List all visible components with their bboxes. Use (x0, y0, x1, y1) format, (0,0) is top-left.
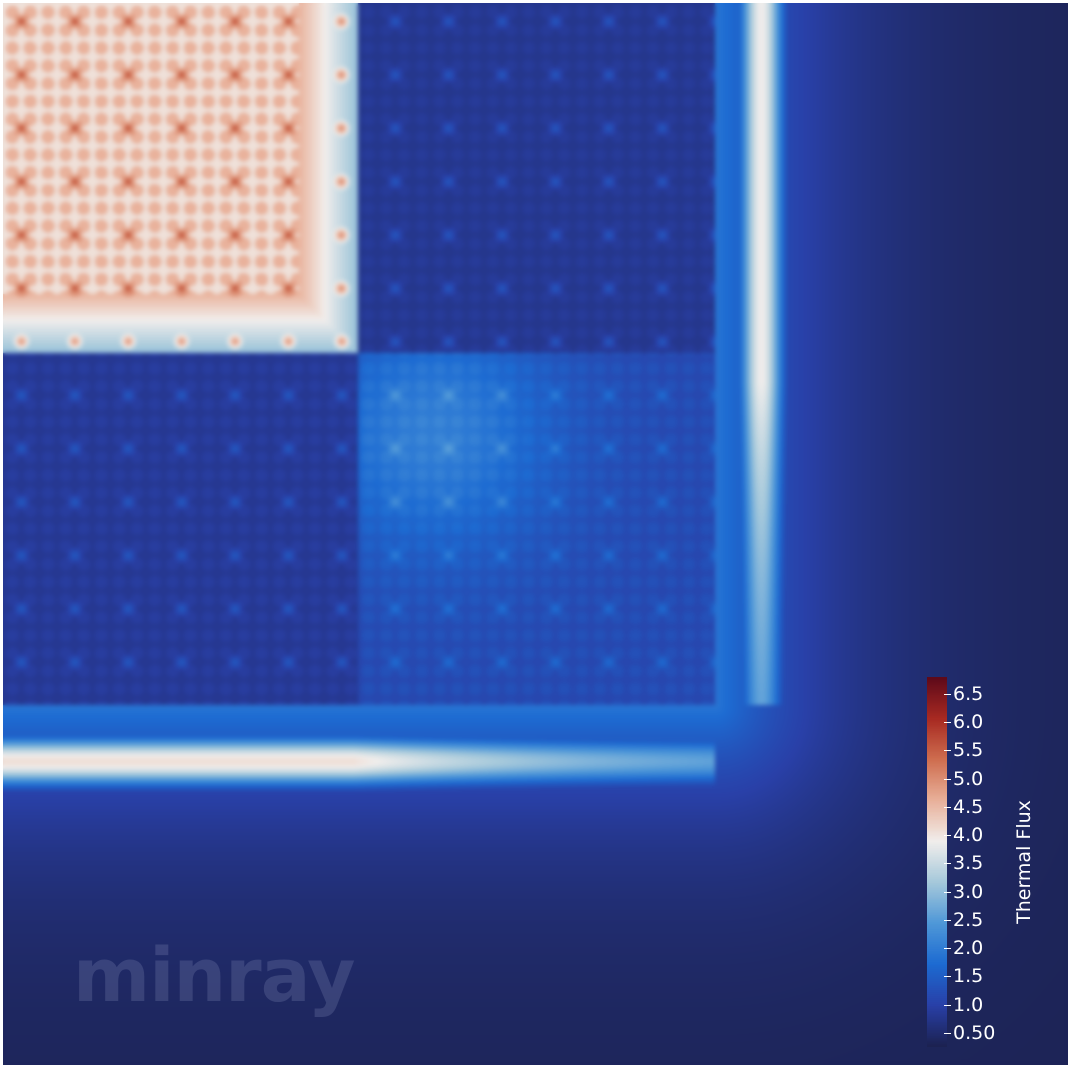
colorbar-tick-label: 6.0 (953, 711, 984, 734)
colorbar-tick-mark (944, 750, 951, 752)
colorbar-tick-label: 5.0 (953, 767, 984, 790)
colorbar-title: Thermal Flux (1013, 800, 1035, 924)
colorbar-gradient (927, 677, 947, 1047)
colorbar-tick-mark (944, 778, 951, 780)
colorbar-tick-mark (944, 1004, 951, 1006)
colorbar-tick-mark (944, 693, 951, 695)
colorbar-tick-label: 5.5 (953, 739, 984, 762)
watermark-logo: minray (73, 933, 356, 1019)
colorbar-tick-mark (944, 891, 951, 893)
colorbar-tick-mark (944, 722, 951, 724)
colorbar-tick-mark (944, 806, 951, 808)
colorbar-tick-label: 2.0 (953, 937, 984, 960)
thermal-flux-field (3, 3, 1068, 1065)
colorbar-tick-mark (944, 948, 951, 950)
colorbar-tick-label: 0.50 (953, 1021, 996, 1044)
colorbar-tick-label: 4.0 (953, 824, 984, 847)
colorbar-tick-label: 2.5 (953, 908, 984, 931)
colorbar-tick-label: 6.5 (953, 682, 984, 705)
colorbar-tick-label: 1.0 (953, 993, 984, 1016)
render-viewport: minray (3, 3, 1068, 1065)
colorbar-tick-mark (944, 976, 951, 978)
colorbar-tick-label: 3.0 (953, 880, 984, 903)
colorbar-tick-mark (944, 919, 951, 921)
colorbar-legend: 6.5 6.0 5.5 5.0 4.5 4.0 3.5 3.0 2.5 2.0 1.5 1.0 0.50… (922, 672, 1070, 1052)
colorbar-tick-label: 1.5 (953, 965, 984, 988)
colorbar-tick-mark (944, 863, 951, 865)
colorbar-tick-label: 3.5 (953, 852, 984, 875)
colorbar-tick-label: 4.5 (953, 795, 984, 818)
colorbar-tick-mark (944, 1032, 951, 1034)
colorbar-tick-mark (944, 835, 951, 837)
